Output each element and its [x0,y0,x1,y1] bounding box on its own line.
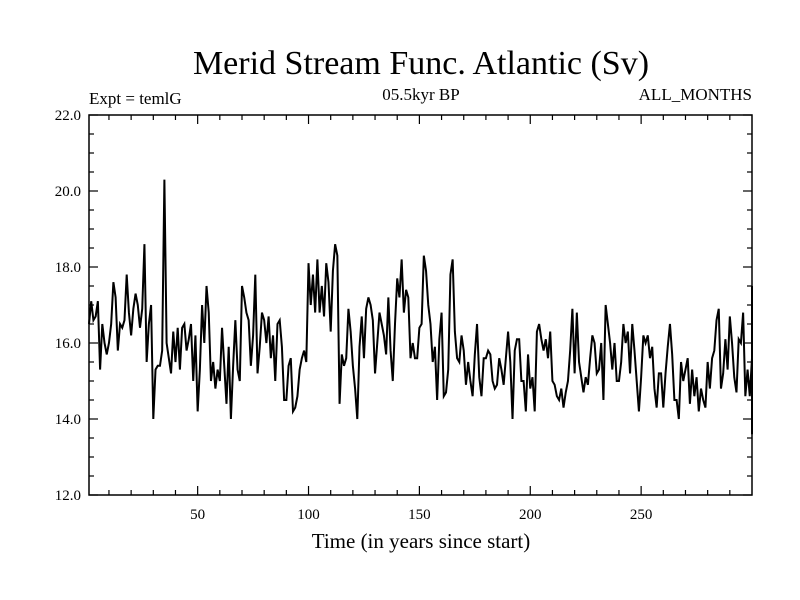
subtitle-right: ALL_MONTHS [639,85,752,104]
x-tick-label: 150 [408,507,431,523]
series-line [88,179,753,435]
y-tick-labels: 12.0 14.0 16.0 18.0 20.0 22.0 [55,108,81,504]
y-tick-label: 12.0 [55,488,81,504]
x-tick-label: 250 [630,507,653,523]
x-tick-label: 50 [190,507,205,523]
y-tick-label: 22.0 [55,108,81,124]
subtitle-left: Expt = temlG [89,89,182,108]
subtitle-center: 05.5kyr BP [382,85,459,104]
y-tick-label: 14.0 [55,412,81,428]
chart-title: Merid Stream Func. Atlantic (Sv) [193,45,649,82]
x-tick-label: 100 [297,507,320,523]
y-tick-label: 20.0 [55,184,81,200]
x-tick-labels: 50 100 150 200 250 [190,507,652,523]
plot-area-frame [88,114,753,496]
x-tick-label: 200 [519,507,542,523]
y-tick-label: 16.0 [55,336,81,352]
y-tick-label: 18.0 [55,260,81,276]
x-axis-label: Time (in years since start) [312,529,531,553]
axis-ticks [89,114,752,496]
